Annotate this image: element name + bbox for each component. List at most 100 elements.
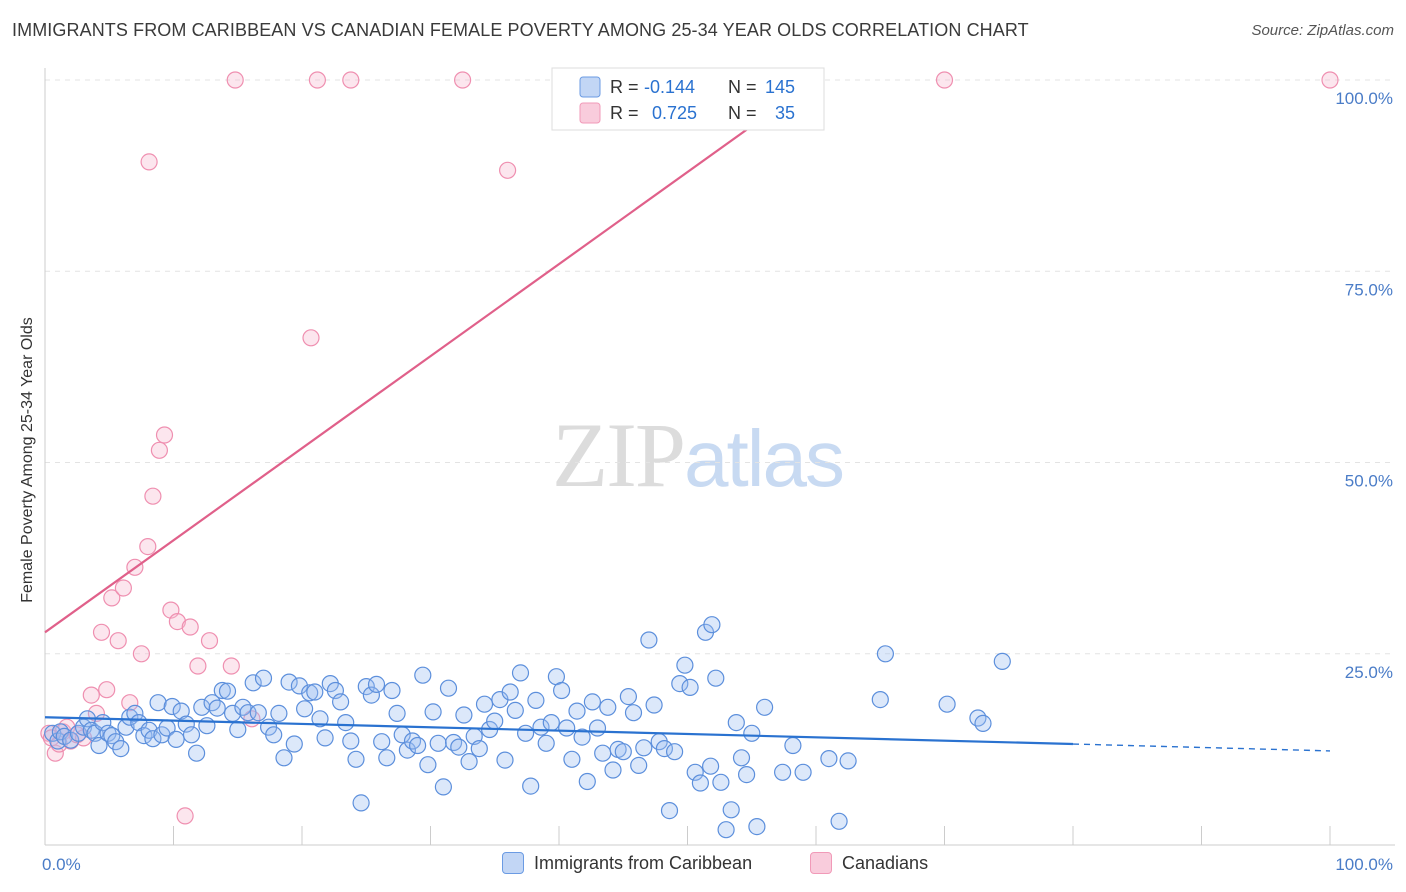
canadians-point-18 [132,645,150,663]
caribbean-point-127 [681,678,699,697]
caribbean-point-103 [558,719,576,737]
caribbean-point-59 [332,693,350,711]
legend-swatch-pink [579,102,601,124]
canadians-point-33 [308,71,326,89]
caribbean-point-72 [398,741,416,759]
watermark: ZIPatlas [552,402,845,508]
caribbean-point-68 [378,749,396,767]
canadians-point-28 [200,632,219,650]
caribbean-point-81 [445,733,463,752]
caribbean-point-141 [755,698,774,716]
caribbean-point-107 [578,772,596,791]
caribbean-point-15 [112,739,130,758]
caribbean-point-27 [167,730,185,749]
legend-n-label-2: N = [728,103,757,123]
legend-label-canadians: Canadians [842,852,929,873]
canadians-point-9 [82,686,100,704]
legend-item-caribbean[interactable]: Immigrants from Caribbean [502,852,752,874]
caribbean-point-48 [275,749,293,767]
canadians-point-30 [226,71,244,89]
caribbean-point-30 [182,726,201,744]
caribbean-point-42 [244,674,262,692]
caribbean-point-95 [516,724,535,742]
canadians-point-41 [140,153,158,171]
y-tick-label-100: 100.0% [1335,89,1393,108]
legend-swatch-canadians [810,852,832,874]
caribbean-point-67 [373,733,391,751]
caribbean-point-53 [301,684,319,702]
caribbean-point-148 [871,690,889,709]
stats-legend: R = -0.144 N = 145 R = 0.725 N = 35 [551,67,825,131]
canadians-point-24 [168,612,186,631]
caribbean-point-124 [665,743,684,761]
caribbean-point-144 [794,763,812,781]
caribbean-point-102 [552,681,571,700]
caribbean-point-140 [748,817,766,836]
caribbean-point-116 [624,704,643,722]
canadians-point-15 [114,579,133,597]
caribbean-point-23 [149,694,167,712]
chart-title: IMMIGRANTS FROM CARIBBEAN VS CANADIAN FE… [12,20,1029,40]
caribbean-point-134 [717,821,735,839]
caribbean-point-92 [501,683,519,701]
canadians-point-14 [109,632,127,650]
caribbean-point-77 [424,703,442,721]
caribbean-point-118 [635,739,653,757]
caribbean-point-146 [830,812,848,830]
caribbean-point-105 [568,702,586,720]
caribbean-point-65 [362,686,380,704]
canadians-point-35 [454,71,472,89]
caribbean-point-66 [367,675,386,694]
y-tick-label-75: 75.0% [1345,280,1393,299]
caribbean-point-52 [296,700,314,718]
caribbean-point-109 [588,719,607,737]
caribbean-point-122 [655,739,674,758]
caribbean-point-96 [522,777,540,795]
legend-item-canadians[interactable]: Canadians [810,852,928,874]
canadians-point-16 [121,694,139,712]
y-tick-label-25: 25.0% [1345,663,1393,682]
caribbean-point-36 [213,681,231,700]
caribbean-point-82 [450,738,468,756]
caribbean-point-35 [208,699,226,717]
trend-lines [44,79,1331,752]
caribbean-point-114 [614,743,632,761]
caribbean-point-10 [90,736,108,755]
caribbean-point-39 [229,720,247,739]
caribbean-point-120 [645,696,663,714]
caribbean-point-112 [604,761,622,779]
caribbean-point-33 [198,717,216,735]
chart-source: Source: ZipAtlas.com [1251,22,1394,39]
legend-n-value-1: 145 [765,77,795,97]
caribbean-point-51 [290,677,308,695]
watermark-atlas: atlas [684,414,845,503]
caribbean-point-60 [337,713,355,732]
caribbean-point-22 [144,730,162,748]
caribbean-point-83 [455,706,473,724]
legend-swatch-blue [579,76,601,98]
legend-label-caribbean: Immigrants from Caribbean [534,852,753,873]
caribbean-point-31 [188,744,206,762]
caribbean-point-115 [619,687,638,706]
caribbean-point-106 [573,728,591,746]
caribbean-point-91 [496,751,514,769]
tick-labels: 100.0% 75.0% 50.0% 25.0% 0.0% 100.0% [42,89,1393,874]
caribbean-point-61 [342,732,360,750]
caribbean-point-110 [594,744,612,762]
caribbean-point-69 [383,681,401,700]
legend-r-value-2: 0.725 [652,103,697,123]
legend-r-value-1: -0.144 [644,77,695,97]
caribbean-point-70 [388,704,406,723]
caribbean-point-154 [703,616,721,634]
x-tick-label-min: 0.0% [42,855,81,874]
caribbean-point-75 [414,666,432,684]
caribbean-point-76 [419,756,437,774]
caribbean-point-63 [352,794,370,812]
axes [44,68,1395,846]
y-tick-label-50: 50.0% [1345,472,1393,491]
caribbean-trend-extension [1072,743,1331,752]
caribbean-point-111 [599,698,617,716]
caribbean-point-44 [254,669,273,687]
caribbean-point-62 [347,750,365,768]
caribbean-point-94 [511,664,530,682]
